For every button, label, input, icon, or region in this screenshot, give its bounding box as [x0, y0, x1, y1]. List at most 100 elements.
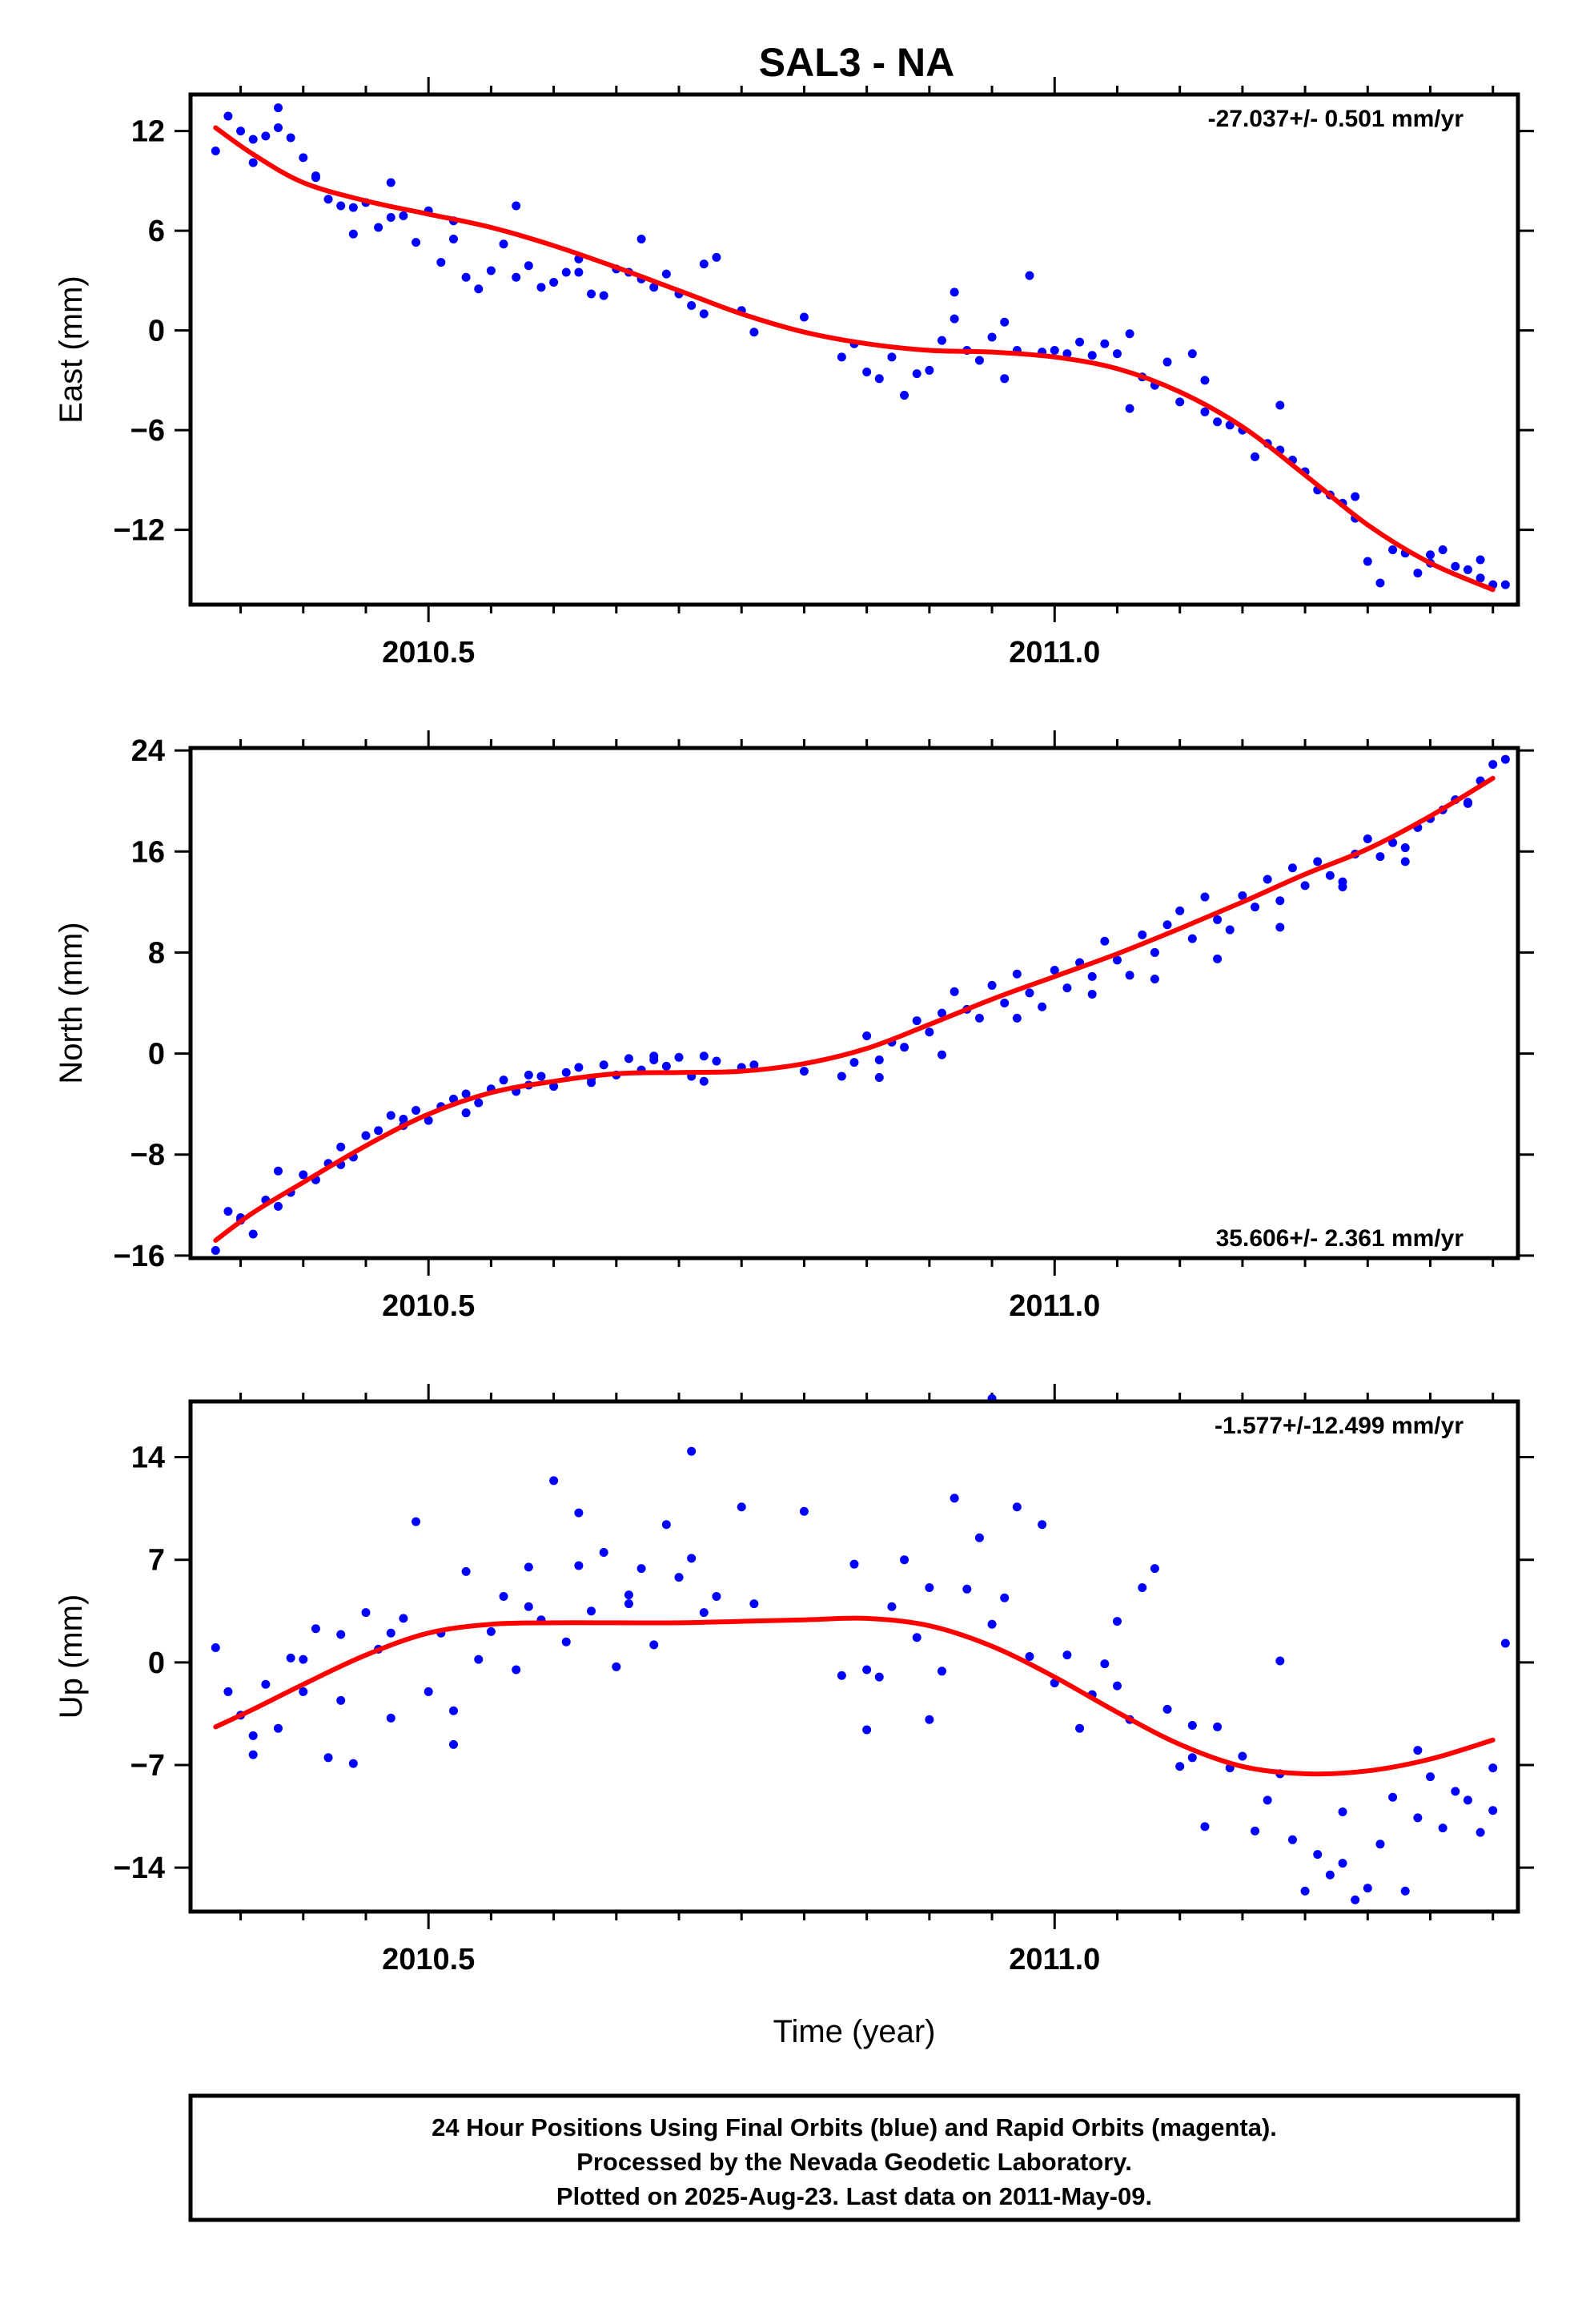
- north-data-point: [599, 1060, 608, 1070]
- north-ytick-label: −8: [130, 1139, 165, 1172]
- up-data-point: [474, 1655, 484, 1664]
- up-plot-frame: [188, 1399, 1520, 1914]
- up-data-point: [1162, 1704, 1172, 1714]
- up-fit-curve: [213, 1615, 1496, 1777]
- east-data-point: [1438, 545, 1447, 555]
- up-data-point: [1175, 1762, 1185, 1771]
- north-data-point: [1213, 915, 1223, 924]
- north-fit-curve: [213, 775, 1496, 1243]
- up-data-point: [386, 1628, 396, 1638]
- up-data-point: [799, 1506, 809, 1516]
- up-xtick-label: 2011.0: [1009, 1943, 1100, 1976]
- north-data-point: [1138, 930, 1147, 939]
- north-data-point: [1388, 838, 1398, 847]
- up-data-point: [587, 1606, 596, 1616]
- east-data-point: [1476, 573, 1485, 583]
- east-data-point: [323, 195, 333, 204]
- east-data-point: [248, 135, 258, 144]
- north-ytick-label: 24: [131, 734, 165, 768]
- north-data-point: [900, 1043, 909, 1052]
- north-data-point: [561, 1068, 571, 1077]
- up-data-point: [925, 1582, 934, 1592]
- up-data-point: [1488, 1806, 1498, 1815]
- east-ytick-label: 0: [148, 315, 165, 348]
- east-data-point: [937, 336, 946, 345]
- east-data-point: [348, 203, 358, 212]
- north-rate-label: 35.606+/- 2.361 mm/yr: [1216, 1225, 1464, 1252]
- up-data-point: [1413, 1813, 1423, 1823]
- north-xtick-label: 2010.5: [382, 1289, 475, 1323]
- up-data-point: [524, 1602, 533, 1611]
- north-data-point: [299, 1170, 308, 1180]
- up-data-point: [687, 1446, 697, 1456]
- up-data-point: [336, 1695, 346, 1705]
- north-data-point: [1112, 955, 1122, 965]
- east-data-point: [1050, 346, 1059, 356]
- up-data-point: [937, 1667, 946, 1676]
- up-data-point: [987, 1619, 997, 1629]
- up-data-point: [1338, 1859, 1347, 1868]
- north-ytick-label: 0: [148, 1038, 165, 1072]
- north-data-point: [1251, 903, 1260, 912]
- up-data-point: [862, 1725, 872, 1735]
- up-data-point: [962, 1584, 972, 1594]
- north-panel: −16 −8 0 8 16 24 2010.5 2011.0 35.606+/- 2.361 m…: [54, 730, 1534, 1323]
- east-data-point: [987, 332, 997, 342]
- east-data-point: [286, 133, 295, 143]
- north-data-point: [1162, 920, 1172, 930]
- up-data-point: [674, 1573, 684, 1582]
- north-data-point: [1400, 843, 1410, 853]
- north-data-point: [1375, 852, 1385, 862]
- north-data-point: [1150, 947, 1159, 957]
- up-data-point: [925, 1715, 934, 1724]
- east-data-point: [837, 352, 846, 362]
- north-data-point: [849, 1058, 859, 1068]
- east-data-point: [512, 272, 521, 282]
- east-data-point: [1451, 561, 1460, 571]
- north-data-point: [649, 1055, 659, 1064]
- up-data-point: [561, 1637, 571, 1647]
- east-data-point: [461, 272, 471, 282]
- up-data-point: [862, 1665, 872, 1675]
- east-data-point: [912, 369, 921, 379]
- east-data-point: [549, 277, 559, 287]
- north-data-point: [474, 1098, 484, 1108]
- north-data-point: [273, 1201, 283, 1211]
- east-data-point: [374, 223, 383, 232]
- up-data-point: [849, 1559, 859, 1569]
- north-data-point: [837, 1072, 846, 1081]
- north-data-point: [1488, 759, 1498, 769]
- east-data-point: [950, 287, 959, 297]
- north-plot-frame: [188, 746, 1520, 1261]
- up-data-point: [974, 1533, 984, 1542]
- east-rate-label: -27.037+/- 0.501 mm/yr: [1208, 106, 1464, 132]
- east-data-point: [636, 235, 646, 244]
- up-data-point: [1100, 1659, 1110, 1669]
- north-data-point: [1463, 798, 1472, 807]
- up-data-point: [1476, 1827, 1485, 1837]
- north-data-point: [1187, 934, 1197, 943]
- up-data-point: [512, 1665, 521, 1675]
- footer-box: 24 Hour Positions Using Final Orbits (bl…: [188, 2093, 1520, 2222]
- up-data-point: [248, 1750, 258, 1759]
- east-data-point: [499, 239, 508, 249]
- north-data-point: [1050, 966, 1059, 975]
- up-data-point: [1263, 1795, 1272, 1805]
- up-ytick-label: −7: [130, 1749, 165, 1783]
- north-data-point: [1275, 923, 1285, 932]
- east-ytick-label: −12: [114, 514, 165, 548]
- up-data-point: [1275, 1656, 1285, 1666]
- east-data-point: [1187, 349, 1197, 359]
- east-data-point: [236, 127, 246, 136]
- east-data-point: [749, 328, 759, 337]
- up-data-point: [1325, 1870, 1335, 1880]
- up-data-point: [1426, 1772, 1435, 1782]
- footer-line-2: Processed by the Nevada Geodetic Laborat…: [576, 2148, 1132, 2176]
- up-data-point: [286, 1653, 295, 1663]
- up-data-point: [524, 1562, 533, 1572]
- up-data-point: [950, 1494, 959, 1503]
- up-panel: −14 −7 0 7 14 2010.5 2011.0 -1.577+/-12.499 mm/…: [54, 1384, 1534, 2049]
- north-data-point: [248, 1229, 258, 1239]
- up-data-point: [549, 1476, 559, 1486]
- east-data-point: [1388, 545, 1398, 555]
